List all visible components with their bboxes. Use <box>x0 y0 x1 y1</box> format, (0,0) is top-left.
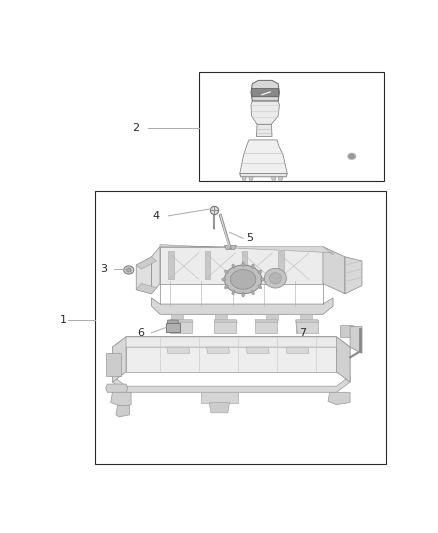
Ellipse shape <box>251 264 254 269</box>
Text: 1: 1 <box>60 316 67 326</box>
Polygon shape <box>160 247 323 284</box>
Polygon shape <box>279 251 283 279</box>
Polygon shape <box>224 245 237 249</box>
Ellipse shape <box>242 262 244 266</box>
Polygon shape <box>336 337 350 382</box>
Polygon shape <box>240 140 287 174</box>
Polygon shape <box>136 257 156 269</box>
Polygon shape <box>170 320 193 322</box>
Polygon shape <box>152 247 160 294</box>
Ellipse shape <box>258 270 262 274</box>
Polygon shape <box>209 402 230 413</box>
Polygon shape <box>255 320 278 322</box>
Polygon shape <box>171 314 183 320</box>
Ellipse shape <box>232 290 235 295</box>
Text: 6: 6 <box>138 328 145 338</box>
Text: 3: 3 <box>100 264 107 274</box>
Ellipse shape <box>225 285 228 289</box>
Polygon shape <box>106 384 128 392</box>
Polygon shape <box>296 320 318 333</box>
Text: 2: 2 <box>132 123 140 133</box>
Polygon shape <box>255 320 277 333</box>
Polygon shape <box>167 320 179 324</box>
Ellipse shape <box>222 278 226 281</box>
Polygon shape <box>106 353 121 376</box>
Polygon shape <box>170 320 192 333</box>
Polygon shape <box>166 324 180 332</box>
Polygon shape <box>152 298 333 314</box>
Ellipse shape <box>124 266 134 274</box>
Polygon shape <box>286 347 309 353</box>
Polygon shape <box>242 177 246 180</box>
Polygon shape <box>242 251 247 279</box>
Ellipse shape <box>269 272 281 284</box>
Ellipse shape <box>230 270 256 289</box>
Polygon shape <box>219 214 231 248</box>
Polygon shape <box>113 337 126 382</box>
Polygon shape <box>251 80 279 101</box>
Text: 7: 7 <box>299 328 306 338</box>
Polygon shape <box>246 347 269 353</box>
Polygon shape <box>256 124 272 136</box>
Polygon shape <box>136 257 152 294</box>
Text: 5: 5 <box>247 233 254 244</box>
Polygon shape <box>116 406 130 417</box>
Ellipse shape <box>348 154 356 159</box>
Bar <box>95 191 386 464</box>
Polygon shape <box>350 327 362 353</box>
Text: 4: 4 <box>153 211 160 221</box>
Polygon shape <box>206 347 230 353</box>
Polygon shape <box>113 376 350 392</box>
Ellipse shape <box>232 264 235 269</box>
Polygon shape <box>136 284 156 294</box>
Polygon shape <box>345 257 362 294</box>
Polygon shape <box>323 247 345 294</box>
Ellipse shape <box>265 268 286 288</box>
Polygon shape <box>205 251 210 279</box>
Ellipse shape <box>251 290 254 295</box>
Ellipse shape <box>225 265 262 294</box>
Polygon shape <box>111 392 131 407</box>
Polygon shape <box>251 88 279 97</box>
Polygon shape <box>279 177 283 180</box>
Polygon shape <box>113 337 350 347</box>
Polygon shape <box>272 177 276 180</box>
Polygon shape <box>266 314 278 320</box>
Polygon shape <box>215 314 227 320</box>
Polygon shape <box>296 320 319 322</box>
Ellipse shape <box>127 268 131 272</box>
Polygon shape <box>336 337 350 382</box>
Polygon shape <box>214 320 237 322</box>
Polygon shape <box>201 392 238 402</box>
Ellipse shape <box>258 285 262 289</box>
Polygon shape <box>113 337 126 382</box>
Polygon shape <box>251 101 279 124</box>
Polygon shape <box>340 325 353 337</box>
Polygon shape <box>240 174 287 177</box>
Ellipse shape <box>225 270 228 274</box>
Polygon shape <box>167 347 190 353</box>
Polygon shape <box>328 392 350 405</box>
Polygon shape <box>126 337 336 372</box>
Polygon shape <box>214 320 237 333</box>
Ellipse shape <box>242 292 244 297</box>
Polygon shape <box>300 314 312 320</box>
Polygon shape <box>249 177 253 180</box>
Polygon shape <box>126 337 350 347</box>
Bar <box>199 72 384 181</box>
Ellipse shape <box>261 278 265 281</box>
Polygon shape <box>169 251 173 279</box>
Polygon shape <box>160 245 333 255</box>
